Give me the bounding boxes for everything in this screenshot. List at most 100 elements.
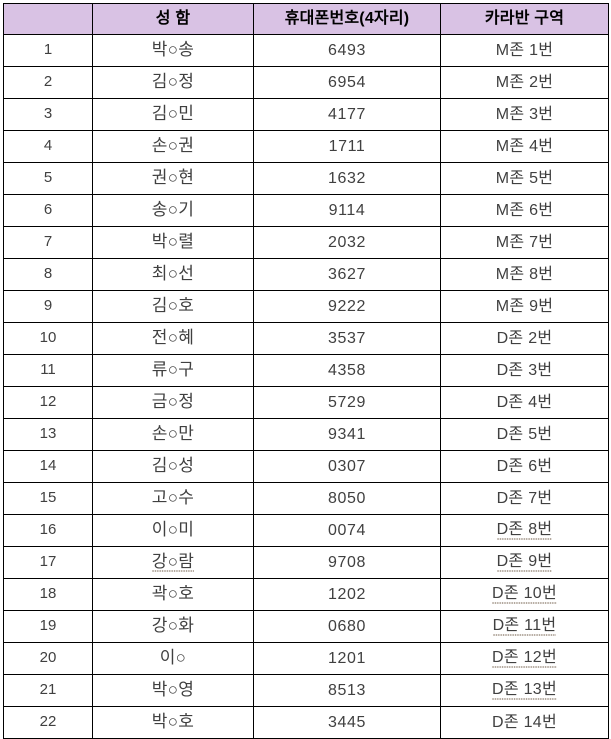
cell-name: 고○수 [92, 482, 254, 515]
cell-row-number: 8 [3, 258, 93, 291]
cell-phone: 1711 [253, 130, 441, 163]
cell-zone: M존 7번 [440, 226, 609, 259]
table-row: 15 고○수 8050 D존 7번 [3, 482, 609, 515]
cell-zone: D존 4번 [440, 386, 609, 419]
cell-name: 이○미 [92, 514, 254, 547]
cell-row-number: 17 [3, 546, 93, 579]
cell-zone: D존 7번 [440, 482, 609, 515]
cell-name: 손○권 [92, 130, 254, 163]
cell-name: 전○혜 [92, 322, 254, 355]
spellcheck-underline: D존 11번 [492, 617, 557, 637]
cell-row-number: 3 [3, 98, 93, 131]
cell-zone: M존 5번 [440, 162, 609, 195]
cell-phone: 9114 [253, 194, 441, 227]
cell-row-number: 5 [3, 162, 93, 195]
cell-name: 권○현 [92, 162, 254, 195]
column-header-name: 성 함 [92, 3, 254, 35]
cell-row-number: 6 [3, 194, 93, 227]
table-row: 18 곽○호 1202 D존 10번 [3, 578, 609, 611]
cell-name: 김○정 [92, 66, 254, 99]
cell-row-number: 7 [3, 226, 93, 259]
cell-row-number: 14 [3, 450, 93, 483]
table-row: 1 박○송 6493 M존 1번 [3, 34, 609, 67]
cell-phone: 2032 [253, 226, 441, 259]
table-row: 21 박○영 8513 D존 13번 [3, 674, 609, 707]
cell-phone: 8050 [253, 482, 441, 515]
cell-phone: 4358 [253, 354, 441, 387]
table-row: 6 송○기 9114 M존 6번 [3, 194, 609, 227]
cell-phone: 1202 [253, 578, 441, 611]
cell-zone: D존 5번 [440, 418, 609, 451]
spellcheck-underline: D존 8번 [496, 521, 553, 541]
table-row: 4 손○권 1711 M존 4번 [3, 130, 609, 163]
cell-name: 최○선 [92, 258, 254, 291]
cell-phone: 6954 [253, 66, 441, 99]
cell-name: 곽○호 [92, 578, 254, 611]
table-row: 14 김○성 0307 D존 6번 [3, 450, 609, 483]
spellcheck-underline: 강○람 [151, 551, 195, 574]
cell-zone: M존 3번 [440, 98, 609, 131]
table-row: 8 최○선 3627 M존 8번 [3, 258, 609, 291]
cell-phone: 9341 [253, 418, 441, 451]
cell-phone: 9708 [253, 546, 441, 579]
cell-name: 박○송 [92, 34, 254, 67]
spellcheck-underline: D존 12번 [491, 649, 558, 669]
table-row: 3 김○민 4177 M존 3번 [3, 98, 609, 131]
cell-phone: 1632 [253, 162, 441, 195]
spellcheck-underline: D존 13번 [491, 681, 558, 701]
cell-row-number: 13 [3, 418, 93, 451]
table-body: 1 박○송 6493 M존 1번 2 김○정 6954 M존 2번 3 김○민 4177 M존 3번 4… [3, 34, 609, 739]
cell-row-number: 9 [3, 290, 93, 323]
table-row: 2 김○정 6954 M존 2번 [3, 66, 609, 99]
cell-zone: D존 12번 [440, 642, 609, 675]
table-row: 7 박○렬 2032 M존 7번 [3, 226, 609, 259]
cell-phone: 1201 [253, 642, 441, 675]
cell-name: 김○민 [92, 98, 254, 131]
cell-row-number: 4 [3, 130, 93, 163]
cell-row-number: 22 [3, 706, 93, 739]
cell-phone: 0074 [253, 514, 441, 547]
cell-row-number: 16 [3, 514, 93, 547]
cell-phone: 0680 [253, 610, 441, 643]
column-header-zone: 카라반 구역 [440, 3, 609, 35]
cell-phone: 3537 [253, 322, 441, 355]
cell-name: 박○렬 [92, 226, 254, 259]
cell-zone: D존 3번 [440, 354, 609, 387]
cell-name: 김○호 [92, 290, 254, 323]
cell-row-number: 2 [3, 66, 93, 99]
cell-zone: D존 14번 [440, 706, 609, 739]
table-header: 성 함 휴대폰번호(4자리) 카라반 구역 [3, 3, 609, 35]
cell-zone: D존 11번 [440, 610, 609, 643]
cell-row-number: 21 [3, 674, 93, 707]
cell-name: 이○ [92, 642, 254, 675]
table-row: 19 강○화 0680 D존 11번 [3, 610, 609, 643]
cell-name: 강○람 [92, 546, 254, 579]
cell-phone: 0307 [253, 450, 441, 483]
cell-phone: 8513 [253, 674, 441, 707]
table-row: 10 전○혜 3537 D존 2번 [3, 322, 609, 355]
cell-row-number: 1 [3, 34, 93, 67]
cell-phone: 5729 [253, 386, 441, 419]
table-header-row: 성 함 휴대폰번호(4자리) 카라반 구역 [3, 3, 609, 35]
cell-zone: M존 9번 [440, 290, 609, 323]
cell-name: 박○호 [92, 706, 254, 739]
cell-phone: 9222 [253, 290, 441, 323]
column-header-phone: 휴대폰번호(4자리) [253, 3, 441, 35]
spellcheck-underline: D존 10번 [491, 585, 558, 605]
cell-zone: D존 9번 [440, 546, 609, 579]
cell-row-number: 19 [3, 610, 93, 643]
cell-name: 강○화 [92, 610, 254, 643]
cell-zone: M존 4번 [440, 130, 609, 163]
table-row: 16 이○미 0074 D존 8번 [3, 514, 609, 547]
cell-zone: M존 2번 [440, 66, 609, 99]
table-row: 20 이○ 1201 D존 12번 [3, 642, 609, 675]
spellcheck-underline: D존 9번 [496, 553, 553, 573]
cell-name: 송○기 [92, 194, 254, 227]
table-row: 5 권○현 1632 M존 5번 [3, 162, 609, 195]
cell-row-number: 18 [3, 578, 93, 611]
cell-name: 류○구 [92, 354, 254, 387]
cell-zone: M존 1번 [440, 34, 609, 67]
table-row: 17 강○람 9708 D존 9번 [3, 546, 609, 579]
cell-zone: D존 6번 [440, 450, 609, 483]
